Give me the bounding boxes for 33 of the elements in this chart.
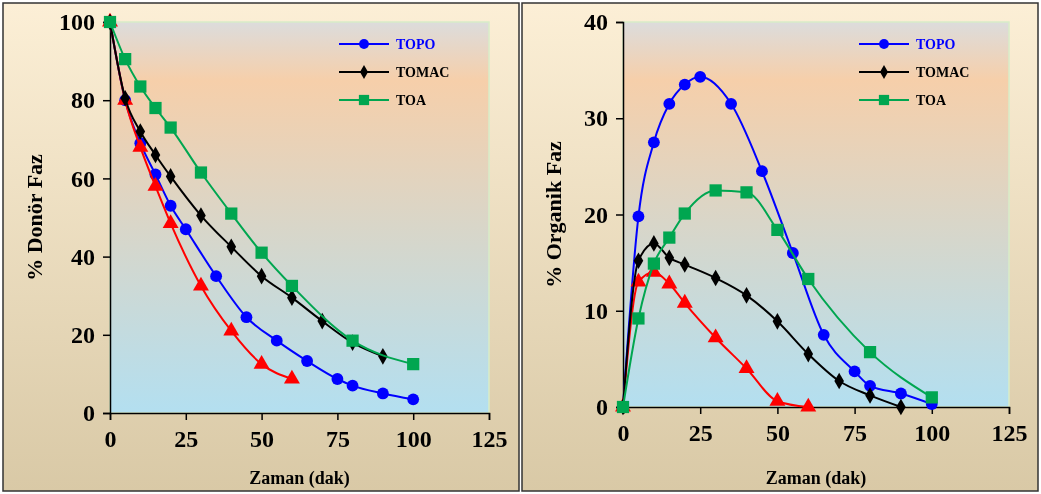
legend-label: TOPO (916, 37, 956, 52)
y-tick-label: 10 (584, 297, 608, 324)
x-axis-title: Zaman (dak) (765, 468, 867, 489)
y-tick-label: 100 (59, 9, 95, 36)
y-tick-label: 40 (584, 9, 608, 36)
x-tick-label: 100 (914, 420, 951, 447)
x-tick-label: 25 (174, 426, 199, 453)
x-axis-title: Zaman (dak) (249, 468, 350, 489)
legend-label: TOA (916, 93, 947, 108)
x-tick-label: 0 (617, 420, 630, 447)
x-tick-label: 0 (104, 426, 117, 453)
y-tick-label: 20 (584, 201, 608, 228)
x-tick-label: 125 (471, 426, 508, 453)
x-tick-label: 50 (250, 426, 275, 453)
y-tick-label: 0 (596, 394, 608, 421)
y-tick-label: 40 (71, 243, 95, 270)
x-tick-label: 50 (765, 420, 790, 447)
x-tick-label: 75 (325, 426, 350, 453)
y-tick-label: 20 (71, 321, 95, 348)
y-tick-label: 0 (83, 400, 95, 427)
legend-label: TOPO (396, 37, 436, 52)
y-tick-label: 60 (71, 165, 95, 192)
x-tick-label: 125 (991, 420, 1028, 447)
x-tick-label: 25 (688, 420, 713, 447)
x-tick-label: 75 (843, 420, 868, 447)
legend-label: TOMAC (396, 65, 450, 80)
x-tick-label: 100 (395, 426, 432, 453)
y-axis-title: % Donör Faz (22, 153, 47, 281)
y-tick-label: 80 (71, 87, 95, 114)
y-tick-label: 30 (584, 105, 608, 132)
legend-label: TOA (396, 93, 427, 108)
y-axis-title: % Organik Faz (541, 140, 566, 288)
legend-label: TOMAC (916, 65, 970, 80)
